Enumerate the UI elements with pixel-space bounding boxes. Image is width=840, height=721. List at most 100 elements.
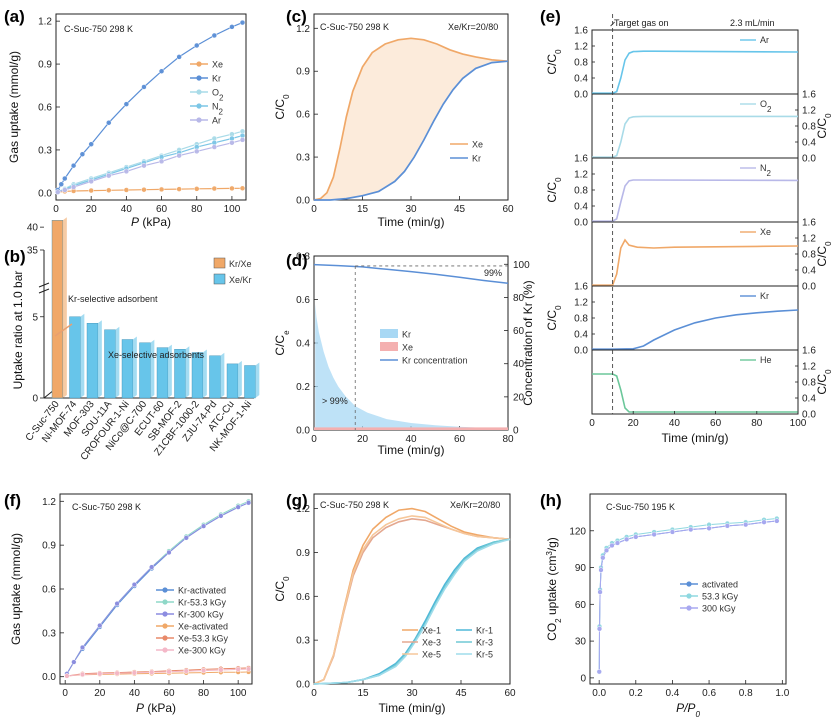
y-axis-label-part: 2 [554, 618, 563, 623]
data-point [235, 504, 241, 510]
y-tick-label: 60 [575, 600, 587, 611]
y-axis-label-part: Gas uptake (mmol/g) [7, 51, 21, 163]
bar [244, 365, 256, 399]
y-tick-label: 0.9 [38, 60, 52, 71]
y-tick-label: 1.6 [574, 282, 588, 293]
data-point [58, 181, 65, 188]
y-axis-label-part: /g) [545, 537, 559, 551]
y-axis-label-part: 0 [282, 94, 291, 99]
bar [104, 329, 116, 399]
annotation: Kr-selective adsorbent [68, 294, 158, 304]
legend-label-part: N [212, 102, 219, 112]
legend-label: Xe-53.3 kGy [178, 634, 229, 644]
x-tick-label: 0.8 [739, 688, 753, 699]
x-axis-label-part: P/P [676, 701, 695, 715]
y-tick-label: 0 [580, 673, 586, 684]
data-point [106, 172, 112, 179]
bar-side [62, 217, 67, 398]
x-axis-label-part: 0 [695, 710, 700, 719]
x-tick-label: 100 [224, 204, 241, 215]
series-line [592, 179, 799, 222]
y2-axis-label: Concentration of Kr (%) [521, 280, 535, 405]
data-point [131, 670, 138, 676]
data-point [229, 140, 235, 146]
y-tick-label: 40 [27, 223, 39, 234]
y-tick-label: 1.2 [38, 17, 52, 28]
y-tick-label: 35 [27, 246, 39, 257]
data-point [211, 32, 218, 39]
series-line [592, 238, 799, 287]
data-point [183, 668, 189, 674]
y-tick-label: 0.8 [574, 186, 588, 197]
x-axis-label: Time (min/g) [662, 431, 729, 445]
x-tick-label: 0 [589, 418, 595, 429]
x-tick-label: 0 [53, 204, 59, 215]
kr-concentration-line [313, 263, 509, 285]
legend-marker [196, 117, 202, 123]
y-axis-label-part: C/C [545, 182, 559, 203]
legend-marker [162, 611, 168, 617]
y-tick-label: 0.8 [296, 252, 310, 263]
legend-label: activated [702, 580, 738, 590]
panel-d: 0 20 40 60 80 0.0 0.2 0.4 0.6 0.8 0 20 40 60 80 100 (d) 9… [273, 251, 535, 457]
y-tick-label: 0.6 [296, 592, 310, 603]
x-axis-label-part: P [136, 701, 144, 715]
y2-tick-label: 80 [513, 293, 525, 304]
data-point [88, 187, 94, 194]
legend-marker [686, 605, 692, 611]
y-axis-label: Gas uptake (mmol/g) [7, 51, 21, 163]
data-point [761, 519, 767, 525]
annotation: 99% [484, 268, 502, 278]
data-point [55, 189, 61, 195]
kr-area [315, 303, 508, 430]
x-tick-label: 80 [198, 688, 210, 699]
annotation: Xe/Kr=20/80 [448, 22, 498, 32]
data-point [774, 518, 780, 524]
legend-label: O2 [212, 88, 224, 103]
panel-label: (a) [4, 7, 25, 26]
annotation: Xe-selective adsorbents [108, 350, 205, 360]
x-tick-label: 40 [129, 688, 141, 699]
annotation: C-Suc-750 298 K [320, 500, 389, 510]
bar-side [220, 352, 225, 398]
data-point [211, 144, 218, 150]
data-point [88, 178, 94, 185]
data-point [211, 185, 218, 192]
legend-swatch [380, 342, 398, 351]
data-point [176, 152, 182, 159]
y-axis-label-part: C/C [815, 374, 829, 395]
annotation: C-Suc-750 195 K [606, 502, 675, 512]
data-point [200, 523, 207, 529]
x-tick-label: 45 [455, 688, 467, 699]
annotation: C-Suc-750 298 K [64, 24, 133, 34]
y-axis-label-part: C/C [815, 246, 829, 267]
data-point [193, 148, 200, 155]
y-axis-label-part: Uptake ratio at 1.0 bar [11, 271, 25, 390]
y-tick-label: 1.6 [802, 218, 816, 229]
y-axis-label: C/C0 [545, 49, 563, 75]
y-tick-label: 0.3 [42, 628, 56, 639]
panel-label: (f) [4, 491, 21, 510]
x-tick-label: 30 [406, 688, 418, 699]
y-tick-label: 0.0 [42, 672, 56, 683]
data-point [603, 547, 610, 554]
x-tick-label: 40 [669, 418, 681, 429]
y-tick-label: 1.6 [574, 154, 588, 165]
y-axis-label-part: 0 [282, 576, 291, 581]
data-point [166, 669, 172, 675]
y-axis-label-part: 0 [554, 305, 563, 310]
data-point [131, 581, 138, 588]
x-tick-label: 1.0 [775, 688, 789, 699]
x-tick-label: 20 [628, 418, 640, 429]
legend-label: Kr [472, 154, 481, 164]
y-tick-label: 0.9 [296, 67, 310, 78]
x-tick-label: 80 [502, 434, 514, 445]
x-tick-label: 80 [751, 418, 763, 429]
data-point [600, 555, 606, 561]
bar [226, 363, 239, 399]
x-tick-label: 60 [710, 418, 722, 429]
x-axis-label: P/P0 [676, 701, 700, 719]
y-tick-label: 0.6 [42, 585, 56, 596]
x-tick-label: 60 [502, 204, 514, 215]
legend-label: Xe-300 kGy [178, 646, 226, 656]
